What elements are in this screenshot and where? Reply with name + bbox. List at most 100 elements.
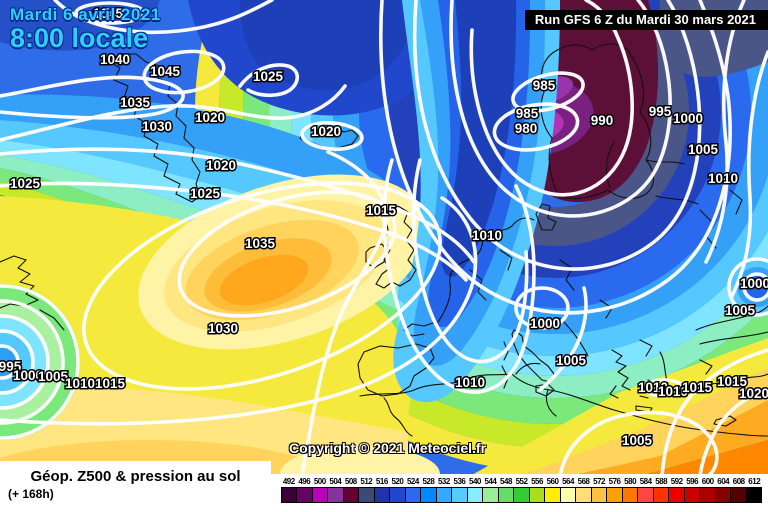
pressure-label: 1045	[150, 64, 181, 79]
colorbar-cell	[343, 488, 360, 502]
colorbar-tick: 604	[717, 477, 730, 486]
colorbar-tick: 588	[655, 477, 668, 486]
legend-title: Géop. Z500 & pression au sol	[30, 468, 241, 485]
pressure-label: 1045	[93, 6, 124, 21]
colorbar-cell	[746, 488, 762, 502]
pressure-label: 1010	[472, 228, 502, 243]
colorbar-cell	[483, 488, 499, 502]
pressure-label: 1000	[740, 276, 768, 291]
pressure-label: 985	[533, 78, 556, 93]
colorbar-cell	[467, 488, 484, 502]
colorbar-tick: 524	[406, 477, 419, 486]
colorbar-tick: 556	[531, 477, 543, 486]
pressure-label: 1000	[13, 368, 43, 383]
pressure-label: 990	[591, 113, 614, 128]
colorbar-cell	[390, 488, 406, 502]
pressure-label: 1000	[673, 111, 703, 126]
colorbar-cell	[282, 488, 298, 502]
colorbar-cell	[607, 488, 623, 502]
colorbar-cell	[731, 488, 747, 502]
pressure-label: 1010	[708, 171, 738, 186]
colorbar-tick: 592	[670, 477, 683, 486]
colorbar-tick: 612	[748, 477, 761, 486]
pressure-label: 1020	[206, 158, 236, 173]
colorbar-tick: 608	[732, 477, 745, 486]
colorbar-cells	[281, 487, 762, 503]
colorbar-cell	[669, 488, 685, 502]
legend-panel: Géop. Z500 & pression au sol (+ 168h)	[0, 461, 271, 512]
pressure-label: 1020	[739, 386, 768, 401]
colorbar-cell	[312, 488, 329, 502]
colorbar-tick: 540	[469, 477, 481, 486]
colorbar-cell	[560, 488, 577, 502]
colorbar-tick: 492	[282, 477, 295, 486]
pressure-label: 1005	[688, 142, 719, 157]
colorbar-tick: 580	[624, 477, 637, 486]
colorbar-cell	[545, 488, 561, 502]
pressure-label: 1035	[245, 236, 276, 251]
colorbar-cell	[405, 488, 422, 502]
pressure-label: 1040	[100, 52, 130, 67]
colorbar-cell	[514, 488, 530, 502]
pressure-label: 1015	[95, 376, 126, 391]
colorbar-cell	[700, 488, 716, 502]
colorbar-tick: 576	[608, 477, 621, 486]
pressure-label: 1015	[682, 380, 713, 395]
colorbar-tick: 508	[344, 477, 357, 486]
pressure-label: 1025	[190, 186, 221, 201]
colorbar-cell	[374, 488, 391, 502]
isobar-lines	[0, 0, 768, 478]
colorbar-tick: 548	[500, 477, 512, 486]
colorbar-tick: 552	[515, 477, 528, 486]
pressure-label: 1030	[208, 321, 238, 336]
colorbar-cell	[436, 488, 453, 502]
time-text: 8:00 locale	[10, 23, 149, 53]
date-text: Mardi 6 avril 2021	[10, 5, 161, 24]
pressure-label: 1015	[717, 374, 748, 389]
colorbar-cell	[638, 488, 654, 502]
pressure-label: 980	[515, 121, 538, 136]
colorbar-cell	[576, 488, 592, 502]
colorbar-cell	[297, 488, 313, 502]
pressure-label: 1010	[455, 375, 485, 390]
pressure-label: 1030	[142, 119, 172, 134]
colorbar-tick: 564	[562, 477, 574, 486]
colorbar-tick: 528	[422, 477, 435, 486]
colorbar-tick: 512	[360, 477, 373, 486]
colorbar-cell	[622, 488, 639, 502]
pressure-label: 995	[649, 104, 672, 119]
pressure-labels: 1045 1040 1045 1035 1030 1020 1025 1020 1020 1025…	[0, 5, 768, 450]
pressure-label: 1015	[366, 203, 397, 218]
pressure-label: 1025	[10, 176, 41, 191]
pressure-label: 1000	[530, 316, 560, 331]
colorbar-cell	[359, 488, 375, 502]
pressure-label: 1010	[65, 376, 95, 391]
colorbar-tick: 568	[577, 477, 590, 486]
pressure-label: 1020	[195, 110, 225, 125]
legend-forecast-hour: (+ 168h)	[8, 487, 54, 501]
colorbar-tick: 496	[298, 477, 311, 486]
colorbar-tick: 572	[593, 477, 605, 486]
pressure-label: 1005	[725, 303, 756, 318]
pressure-label: 1005	[556, 353, 587, 368]
pressure-label: 1005	[38, 369, 69, 384]
colorbar-cell	[328, 488, 344, 502]
colorbar-tick: 516	[375, 477, 388, 486]
colorbar-cell	[653, 488, 670, 502]
run-info-box: Run GFS 6 Z du Mardi 30 mars 2021	[524, 10, 768, 30]
colorbar-tick: 600	[701, 477, 714, 486]
colorbar-tick: 500	[313, 477, 326, 486]
colorbar-cell	[452, 488, 468, 502]
pressure-label: 1010	[658, 384, 688, 399]
colorbar-tick: 596	[686, 477, 699, 486]
colorbar-tick: 504	[329, 477, 342, 486]
pressure-label: 1010	[638, 380, 668, 395]
colorbar-cell	[498, 488, 515, 502]
pressure-label: 985	[516, 106, 539, 121]
colorbar-tick: 544	[484, 477, 497, 486]
colorbar-tick: 536	[453, 477, 466, 486]
colorbar-cell	[591, 488, 608, 502]
colorbar-ticks: 492 496 500 504 508 512 516 520 524 528 532 536 540 5…	[281, 477, 762, 486]
